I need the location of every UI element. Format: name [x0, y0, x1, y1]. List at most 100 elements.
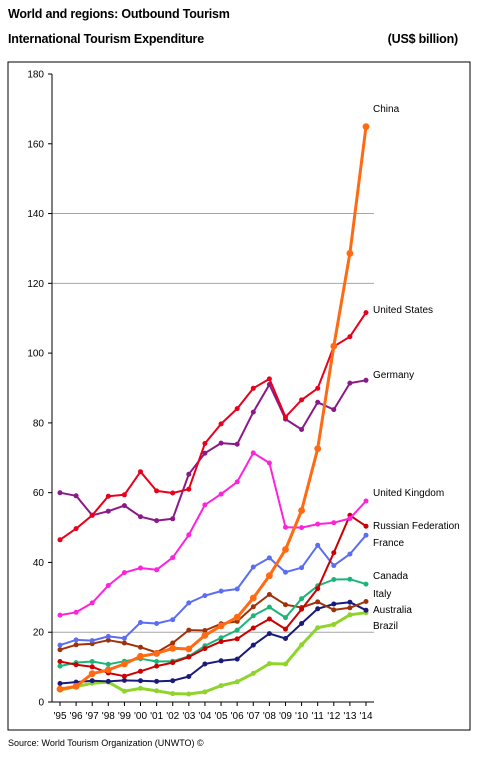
x-tick-label: '99 [118, 711, 131, 722]
point-russian-federation [89, 664, 95, 670]
series-label-canada: Canada [373, 571, 408, 582]
point-china [346, 249, 354, 257]
point-russian-federation [299, 606, 305, 612]
point-united-kingdom [250, 450, 256, 456]
point-china [298, 507, 305, 514]
point-united-kingdom [73, 609, 79, 615]
point-france [299, 565, 305, 571]
x-tick-label: '10 [295, 711, 308, 722]
point-brazil [266, 661, 272, 667]
point-united-kingdom [363, 498, 369, 504]
point-germany [234, 441, 240, 447]
point-united-kingdom [202, 502, 208, 508]
point-united-kingdom [218, 491, 224, 497]
series-label-italy: Italy [373, 589, 391, 600]
series-labels: China United States Germany United Kingdom R… [373, 104, 460, 632]
point-russian-federation [121, 673, 127, 679]
point-united-states [250, 385, 256, 391]
point-canada [266, 604, 272, 610]
point-canada [331, 577, 337, 582]
point-united-states [186, 486, 192, 492]
point-united-kingdom [315, 521, 321, 527]
point-germany [73, 493, 79, 499]
point-france [283, 569, 288, 575]
point-brazil [331, 622, 337, 627]
point-united-states [315, 385, 321, 391]
line-germany [59, 379, 367, 522]
point-brazil [154, 688, 160, 694]
point-canada [347, 576, 353, 582]
point-united-states [234, 406, 240, 412]
point-china [330, 342, 338, 350]
point-russian-federation [266, 616, 272, 622]
point-france [121, 635, 127, 641]
point-united-states [105, 493, 111, 499]
point-brazil [234, 679, 240, 685]
point-australia [250, 642, 256, 648]
point-italy [250, 604, 256, 610]
y-tick-label: 60 [33, 488, 45, 499]
point-canada [57, 663, 63, 669]
x-tick-label: '06 [231, 711, 244, 722]
x-tick-label: '09 [279, 711, 292, 722]
series-label-united-states: United States [373, 305, 433, 316]
point-china [121, 660, 128, 668]
point-china [137, 652, 144, 660]
series-france [57, 532, 369, 648]
x-tick-label: '97 [86, 711, 99, 722]
x-tick-label: '03 [182, 711, 195, 722]
y-tick-label: 40 [33, 558, 45, 569]
point-united-states [57, 537, 63, 543]
point-germany [186, 471, 192, 477]
series-china [56, 123, 370, 693]
point-germany [331, 407, 337, 413]
point-germany [347, 380, 353, 386]
point-france [105, 633, 111, 639]
point-france [202, 593, 208, 599]
point-france [154, 621, 160, 626]
point-russian-federation [170, 660, 176, 666]
x-tick-labels: '95'96'97'98'99'00'01'02'03'04'05'06'07 '… [53, 711, 372, 722]
x-tick-label: '01 [150, 711, 163, 722]
point-canada [283, 615, 288, 621]
point-united-kingdom [89, 600, 95, 606]
x-tick-label: '12 [327, 711, 340, 722]
x-tick-label: '05 [215, 711, 228, 722]
point-united-states [89, 512, 95, 518]
point-germany [105, 508, 111, 514]
point-russian-federation [283, 626, 288, 632]
point-australia [283, 636, 288, 641]
series-label-russian-federation: Russian Federation [373, 521, 460, 532]
x-tick-label: '11 [312, 711, 325, 722]
point-italy [121, 640, 127, 646]
point-france [363, 532, 369, 538]
point-australia [138, 678, 143, 684]
point-russian-federation [331, 550, 337, 556]
point-france [266, 555, 272, 561]
point-germany [250, 409, 256, 415]
point-united-states [363, 310, 369, 316]
point-australia [57, 681, 63, 686]
point-france [73, 637, 79, 643]
point-china [217, 622, 225, 630]
point-united-kingdom [299, 525, 305, 531]
line-united-states [59, 312, 367, 541]
point-china [249, 594, 257, 602]
point-germany [57, 490, 63, 496]
point-russian-federation [138, 668, 143, 674]
series-australia [57, 599, 369, 686]
point-china [185, 645, 193, 653]
point-germany [138, 514, 143, 520]
point-france [138, 620, 143, 625]
point-united-kingdom [186, 532, 192, 538]
x-tick-label: '14 [359, 711, 372, 722]
point-united-kingdom [283, 524, 288, 530]
point-australia [89, 678, 95, 684]
point-russian-federation [363, 523, 369, 529]
line-canada [59, 578, 367, 668]
point-germany [121, 503, 127, 509]
point-brazil [138, 685, 143, 691]
point-australia [170, 678, 176, 684]
source-note: Source: World Tourism Organization (UNWT… [8, 738, 204, 748]
